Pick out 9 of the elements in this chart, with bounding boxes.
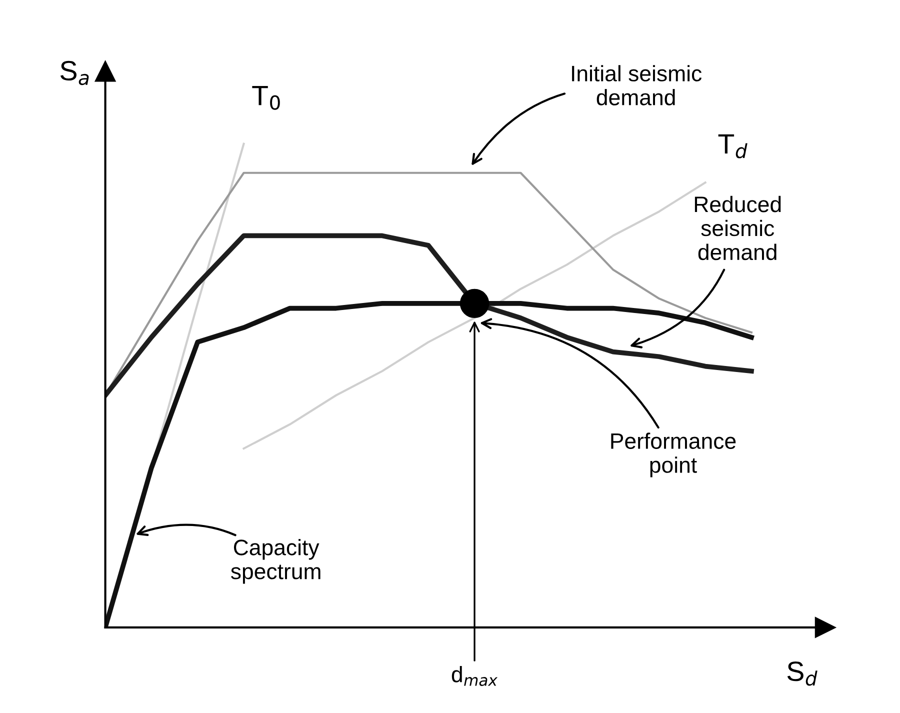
text: Initial seismic demand bbox=[572, 65, 702, 106]
annotation: Performance point bbox=[611, 432, 736, 478]
annotation: Capacity spectrum bbox=[231, 539, 320, 584]
annotation: T$_{d}$ bbox=[718, 134, 748, 158]
annotation: Reduced seismic demand bbox=[694, 196, 781, 260]
text: d$_{max}$ bbox=[452, 666, 498, 686]
y-axis-title: S$_{a}$ bbox=[60, 60, 89, 86]
x-axis-title: S$_{d}$ bbox=[787, 661, 818, 686]
text: T$_{0}$ bbox=[252, 86, 280, 110]
